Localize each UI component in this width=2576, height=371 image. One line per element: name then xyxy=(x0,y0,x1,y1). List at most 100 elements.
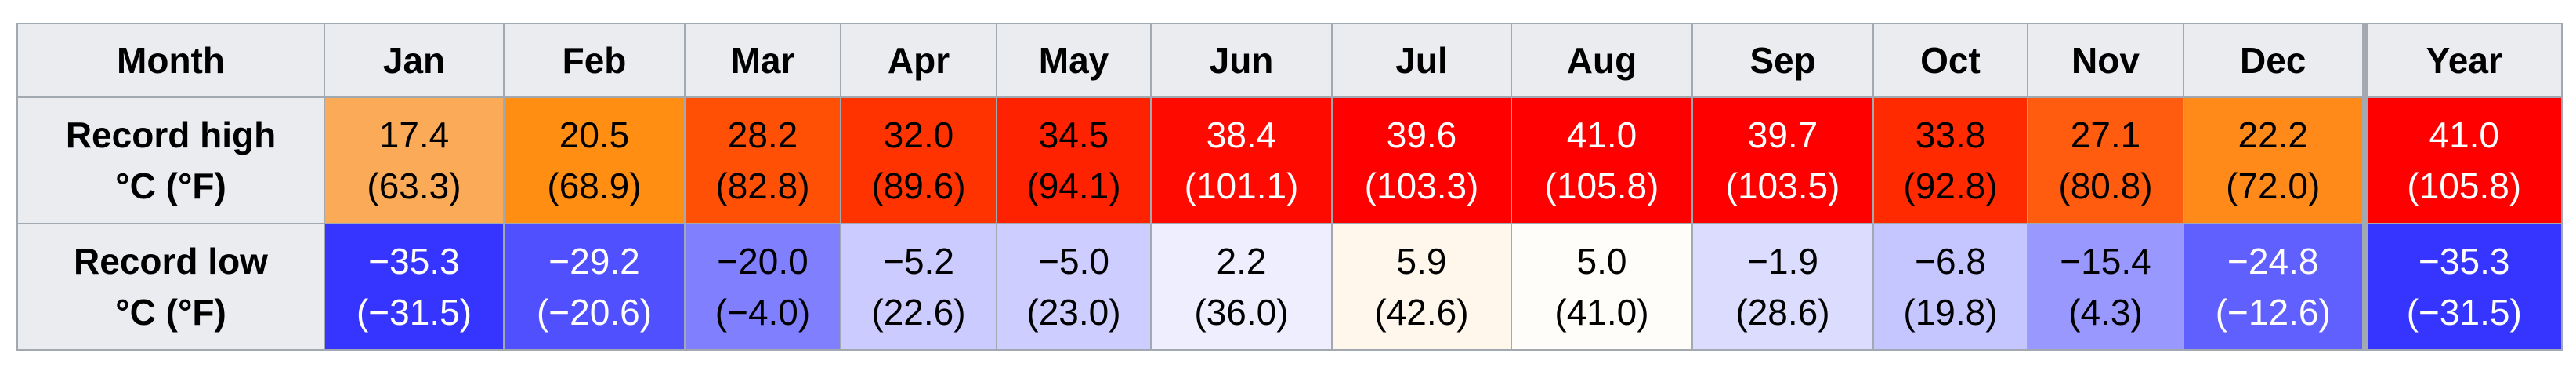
row-label-line: Record low xyxy=(74,241,268,282)
header-cell: Nov xyxy=(2027,23,2184,98)
celsius-value: −24.8 xyxy=(2227,241,2319,282)
header-cell: Oct xyxy=(1872,23,2028,98)
fahrenheit-value: (89.6) xyxy=(871,165,966,206)
celsius-value: 20.5 xyxy=(559,115,630,156)
fahrenheit-value: (−31.5) xyxy=(356,291,472,333)
data-cell: 5.0 (41.0) xyxy=(1511,223,1693,351)
celsius-value: 33.8 xyxy=(1915,115,1986,156)
fahrenheit-value: (103.3) xyxy=(1364,165,1479,206)
celsius-value: 41.0 xyxy=(2429,115,2500,156)
celsius-value: 32.0 xyxy=(883,115,954,156)
fahrenheit-value: (101.1) xyxy=(1184,165,1299,206)
fahrenheit-value: (−31.5) xyxy=(2406,291,2522,333)
fahrenheit-value: (−4.0) xyxy=(715,291,811,333)
fahrenheit-value: (103.5) xyxy=(1725,165,1840,206)
data-cell: −5.2 (22.6) xyxy=(840,223,997,351)
header-cell: Mar xyxy=(684,23,841,98)
celsius-value: 28.2 xyxy=(727,115,798,156)
header-cell: Jan xyxy=(324,23,505,98)
celsius-value: −5.0 xyxy=(1038,241,1109,282)
fahrenheit-value: (92.8) xyxy=(1903,165,1998,206)
fahrenheit-value: (28.6) xyxy=(1735,291,1830,333)
header-cell: Aug xyxy=(1511,23,1693,98)
data-cell: 39.6 (103.3) xyxy=(1331,96,1512,224)
data-cell: 32.0 (89.6) xyxy=(840,96,997,224)
celsius-value: −20.0 xyxy=(717,241,809,282)
celsius-value: 17.4 xyxy=(378,115,450,156)
fahrenheit-value: (41.0) xyxy=(1554,291,1649,333)
celsius-value: −35.3 xyxy=(368,241,460,282)
fahrenheit-value: (23.0) xyxy=(1026,291,1121,333)
fahrenheit-value: (42.6) xyxy=(1374,291,1469,333)
celsius-value: −35.3 xyxy=(2419,241,2510,282)
data-cell: 5.9 (42.6) xyxy=(1331,223,1512,351)
table-row: Record low °C (°F) −35.3 (−31.5) −29.2 (−20.6… xyxy=(16,223,2563,351)
fahrenheit-value: (36.0) xyxy=(1194,291,1289,333)
fahrenheit-value: (19.8) xyxy=(1903,291,1998,333)
celsius-value: 34.5 xyxy=(1038,115,1109,156)
data-cell: 28.2 (82.8) xyxy=(684,96,841,224)
header-cell: Sep xyxy=(1691,23,1874,98)
header-cell: Jun xyxy=(1150,23,1333,98)
data-cell: −35.3 (−31.5) xyxy=(2361,223,2563,351)
row-label-line: °C (°F) xyxy=(115,165,226,206)
data-cell: −29.2 (−20.6) xyxy=(503,223,686,351)
data-cell: 22.2 (72.0) xyxy=(2183,96,2365,224)
header-row: Month Jan Feb Mar Apr May Jun Jul Aug Sep Oct Nov De… xyxy=(16,23,2563,98)
header-cell: Year xyxy=(2361,23,2563,98)
row-label-line: °C (°F) xyxy=(115,291,226,333)
fahrenheit-value: (80.8) xyxy=(2058,165,2153,206)
fahrenheit-value: (22.6) xyxy=(871,291,966,333)
row-label: Record high °C (°F) xyxy=(16,96,325,224)
celsius-value: 5.0 xyxy=(1576,241,1627,282)
fahrenheit-value: (72.0) xyxy=(2226,165,2321,206)
data-cell: 33.8 (92.8) xyxy=(1872,96,2028,224)
data-cell: −35.3 (−31.5) xyxy=(324,223,505,351)
data-cell: −15.4 (4.3) xyxy=(2027,223,2184,351)
celsius-value: −29.2 xyxy=(548,241,640,282)
data-cell: 2.2 (36.0) xyxy=(1150,223,1333,351)
fahrenheit-value: (−12.6) xyxy=(2215,291,2331,333)
data-cell: −6.8 (19.8) xyxy=(1872,223,2028,351)
fahrenheit-value: (105.8) xyxy=(2407,165,2522,206)
data-cell: 41.0 (105.8) xyxy=(2361,96,2563,224)
header-cell: Apr xyxy=(840,23,997,98)
celsius-value: 5.9 xyxy=(1396,241,1447,282)
data-cell: 34.5 (94.1) xyxy=(996,96,1152,224)
data-cell: 27.1 (80.8) xyxy=(2027,96,2184,224)
data-cell: 41.0 (105.8) xyxy=(1511,96,1693,224)
fahrenheit-value: (105.8) xyxy=(1544,165,1659,206)
row-label-line: Record high xyxy=(65,115,277,156)
fahrenheit-value: (82.8) xyxy=(715,165,810,206)
fahrenheit-value: (−20.6) xyxy=(536,291,653,333)
row-label: Record low °C (°F) xyxy=(16,223,325,351)
table-row: Record high °C (°F) 17.4 (63.3) 20.5 (68.9) 28… xyxy=(16,96,2563,224)
celsius-value: 2.2 xyxy=(1216,241,1267,282)
fahrenheit-value: (63.3) xyxy=(367,165,461,206)
data-cell: −5.0 (23.0) xyxy=(996,223,1152,351)
celsius-value: −1.9 xyxy=(1747,241,1818,282)
celsius-value: 39.6 xyxy=(1386,115,1457,156)
fahrenheit-value: (68.9) xyxy=(547,165,642,206)
celsius-value: 38.4 xyxy=(1206,115,1277,156)
data-cell: 38.4 (101.1) xyxy=(1150,96,1333,224)
header-cell: Month xyxy=(16,23,325,98)
header-cell: Dec xyxy=(2183,23,2365,98)
fahrenheit-value: (4.3) xyxy=(2068,291,2143,333)
celsius-value: −5.2 xyxy=(883,241,954,282)
celsius-value: −6.8 xyxy=(1915,241,1986,282)
header-cell: May xyxy=(996,23,1152,98)
data-cell: −24.8 (−12.6) xyxy=(2183,223,2365,351)
fahrenheit-value: (94.1) xyxy=(1026,165,1121,206)
celsius-value: −15.4 xyxy=(2060,241,2151,282)
data-cell: 39.7 (103.5) xyxy=(1691,96,1874,224)
header-cell: Jul xyxy=(1331,23,1512,98)
header-cell: Feb xyxy=(503,23,686,98)
table-body: Record high °C (°F) 17.4 (63.3) 20.5 (68.9) 28… xyxy=(16,96,2563,351)
data-cell: −1.9 (28.6) xyxy=(1691,223,1874,351)
data-cell: 17.4 (63.3) xyxy=(324,96,505,224)
climate-table: Month Jan Feb Mar Apr May Jun Jul Aug Sep Oct Nov De… xyxy=(16,23,2563,351)
data-cell: −20.0 (−4.0) xyxy=(684,223,841,351)
celsius-value: 27.1 xyxy=(2070,115,2141,156)
